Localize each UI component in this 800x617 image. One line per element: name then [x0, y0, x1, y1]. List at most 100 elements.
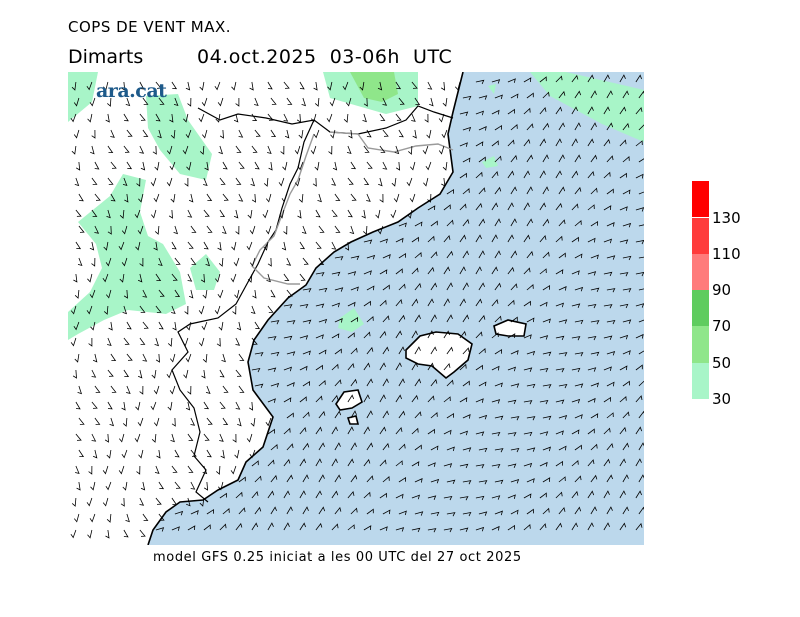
wind-barb — [427, 205, 436, 211]
wind-barb — [346, 145, 352, 154]
wind-barb — [539, 523, 547, 531]
wind-barb — [361, 209, 366, 219]
wind-barb — [382, 378, 389, 387]
wind-barb — [395, 330, 403, 339]
wind-barb — [206, 225, 213, 233]
wind-barb — [313, 81, 318, 91]
wind-barb — [283, 366, 292, 372]
wind-barb — [539, 202, 546, 211]
wind-barb — [90, 145, 95, 155]
wind-barb — [363, 491, 371, 499]
wind-barb — [201, 369, 206, 379]
wind-barb — [318, 474, 325, 483]
wind-barb — [606, 319, 616, 325]
wind-barb — [185, 353, 192, 363]
wind-barb — [90, 321, 96, 331]
wind-barb — [414, 411, 422, 419]
wind-barb — [233, 209, 239, 219]
wind-barb — [94, 161, 100, 170]
wind-barb — [558, 445, 567, 451]
wind-barb — [299, 273, 306, 281]
wind-barb — [382, 410, 389, 419]
wind-barb — [391, 177, 397, 187]
wind-barb — [270, 506, 277, 515]
wind-barb — [510, 283, 518, 291]
wind-barb — [334, 318, 343, 323]
wind-barb — [510, 478, 520, 484]
legend-label-90: 90 — [712, 281, 732, 300]
wind-barb — [587, 271, 597, 276]
wind-barb — [395, 161, 401, 171]
wind-barb — [249, 225, 256, 235]
wind-barb — [462, 218, 470, 227]
wind-barb — [301, 225, 307, 234]
wind-barb — [92, 353, 98, 363]
wind-barb — [603, 458, 611, 467]
wind-barb — [203, 401, 210, 410]
wind-barb — [462, 157, 471, 163]
wind-barb — [363, 97, 368, 107]
wind-barb — [171, 526, 180, 531]
wind-barb — [331, 523, 339, 531]
wind-barb — [494, 124, 503, 131]
wind-barb — [350, 161, 357, 170]
wind-barb — [478, 447, 488, 453]
wind-barb — [379, 269, 388, 275]
wind-barb — [622, 288, 632, 293]
wind-barb — [395, 113, 402, 121]
wind-barb — [510, 250, 518, 259]
wind-barb — [168, 209, 173, 219]
wind-barb — [395, 268, 403, 275]
wind-barb — [363, 177, 370, 186]
wind-barb — [299, 458, 307, 467]
wind-barb — [398, 97, 405, 105]
wind-barb — [299, 490, 306, 499]
wind-barb — [523, 367, 533, 372]
wind-barb — [459, 203, 467, 211]
wind-barb — [326, 113, 333, 123]
wind-barb — [198, 113, 205, 123]
wind-barb — [475, 431, 485, 436]
wind-barb — [606, 90, 613, 99]
gust-zone-pyrenees — [350, 72, 398, 102]
wind-barb — [555, 522, 563, 531]
wind-barb — [167, 337, 173, 347]
wind-barb — [462, 414, 471, 419]
wind-barb — [475, 495, 485, 501]
wind-barb — [154, 225, 160, 235]
wind-barb — [411, 267, 419, 275]
wind-barb — [219, 129, 224, 139]
wind-barb — [105, 529, 110, 539]
wind-barb — [606, 288, 616, 293]
wind-barb — [286, 289, 293, 297]
wind-barb — [555, 335, 565, 341]
wind-barb — [267, 490, 275, 499]
wind-barb — [318, 379, 326, 387]
wind-barb — [443, 429, 452, 435]
wind-barb — [215, 113, 221, 123]
wind-barb — [187, 241, 194, 249]
gust-zone-small — [488, 84, 496, 94]
wind-barb — [135, 401, 141, 411]
wind-barb — [491, 399, 501, 404]
wind-barb — [219, 369, 225, 378]
wind-barb — [139, 258, 144, 267]
wind-barb — [122, 417, 128, 427]
wind-barb — [302, 257, 309, 265]
legend-label-30: 30 — [712, 390, 732, 408]
wind-barb — [105, 481, 112, 491]
international-border — [329, 131, 454, 153]
wind-barb — [72, 369, 77, 379]
wind-barb — [106, 209, 111, 219]
wind-barb — [507, 170, 515, 179]
wind-barb — [231, 81, 237, 91]
wind-barb — [71, 81, 77, 91]
wind-barb — [237, 417, 242, 427]
wind-barb — [507, 78, 516, 83]
wind-barb — [121, 449, 128, 459]
wind-barb — [123, 289, 128, 299]
wind-barb — [251, 145, 258, 153]
wind-barb — [363, 525, 372, 531]
wind-barb — [398, 314, 406, 323]
wind-barb — [187, 97, 192, 107]
